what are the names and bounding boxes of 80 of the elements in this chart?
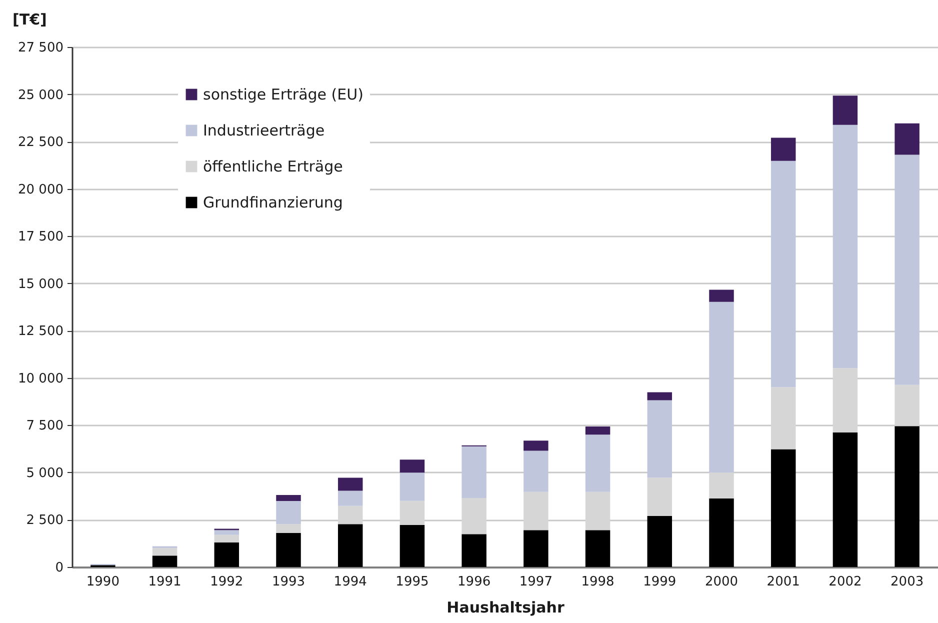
bar <box>400 525 425 567</box>
bar <box>338 478 363 491</box>
bar <box>152 548 178 556</box>
bar <box>524 492 548 530</box>
x-tick-label: 1999 <box>643 574 676 590</box>
bar <box>832 432 858 567</box>
bar <box>647 400 672 478</box>
x-tick-label: 1995 <box>396 574 429 590</box>
bar <box>400 500 425 526</box>
x-tick-label: 2001 <box>766 574 800 590</box>
bar <box>894 154 920 385</box>
bar <box>276 501 301 524</box>
x-axis-title: Haushaltsjahr <box>446 598 565 616</box>
bar <box>585 530 610 567</box>
bar <box>709 472 734 499</box>
legend-label: öffentliche Erträge <box>203 158 343 176</box>
y-tick-label: 22 500 <box>18 135 64 150</box>
bar <box>338 524 363 567</box>
bar <box>832 96 858 125</box>
y-tick-label: 0 <box>55 560 64 576</box>
bar <box>709 290 734 302</box>
bar <box>400 472 425 501</box>
bar <box>338 506 363 524</box>
bar <box>647 392 672 400</box>
y-tick-label: 7 500 <box>26 418 64 434</box>
x-tick-label: 1998 <box>581 574 614 590</box>
y-tick-label: 12 500 <box>18 324 64 340</box>
bar <box>462 534 486 567</box>
bar <box>832 124 858 368</box>
x-tick-label: 1997 <box>519 574 552 590</box>
y-tick-label: 25 000 <box>18 88 64 103</box>
bar <box>400 460 425 473</box>
x-tick-label: 2002 <box>828 574 862 590</box>
bar <box>276 494 301 502</box>
bar <box>276 524 301 533</box>
bar <box>338 490 363 506</box>
x-tick-label: 1996 <box>458 574 491 590</box>
x-tick-label: 1994 <box>334 574 367 590</box>
y-tick-label: 10 000 <box>18 371 64 386</box>
bar <box>894 384 920 426</box>
x-tick-label: 1992 <box>210 574 244 590</box>
y-tick-label: 5 000 <box>26 466 64 481</box>
bar <box>524 440 548 451</box>
y-tick-label: 17 500 <box>18 230 64 245</box>
x-tick-label: 1993 <box>272 574 306 590</box>
bar <box>276 532 301 567</box>
bar <box>214 542 240 567</box>
bar <box>214 530 240 535</box>
bar <box>770 449 796 567</box>
legend-label: Grundfinanzierung <box>203 194 343 212</box>
bar <box>214 534 240 542</box>
bar <box>524 450 548 492</box>
bar <box>152 556 178 567</box>
y-tick-label: 2 500 <box>26 513 64 528</box>
legend-label: sonstige Erträge (EU) <box>203 86 364 104</box>
x-tick-label: 2000 <box>704 574 738 590</box>
legend-label: Industrieerträge <box>203 122 325 140</box>
y-tick-label: 15 000 <box>18 276 64 292</box>
bar <box>832 368 858 432</box>
x-tick-label: 1991 <box>148 574 182 590</box>
bar <box>770 387 796 450</box>
bar <box>709 302 734 472</box>
y-tick-label: 27 500 <box>18 40 64 56</box>
bar <box>894 123 920 155</box>
bar <box>709 498 734 567</box>
bar <box>524 530 548 567</box>
x-tick-label: 2003 <box>890 574 924 590</box>
bar <box>770 138 796 161</box>
bar <box>585 426 610 435</box>
bar <box>462 446 486 498</box>
x-tick-label: 1990 <box>86 574 120 590</box>
bar <box>647 516 672 567</box>
bar <box>462 498 486 534</box>
bar <box>585 434 610 492</box>
y-tick-label: 20 000 <box>18 182 64 198</box>
bar <box>585 492 610 530</box>
bar <box>894 426 920 567</box>
bar <box>770 160 796 388</box>
y-axis-title: [T€] <box>12 10 47 28</box>
bar <box>647 478 672 516</box>
